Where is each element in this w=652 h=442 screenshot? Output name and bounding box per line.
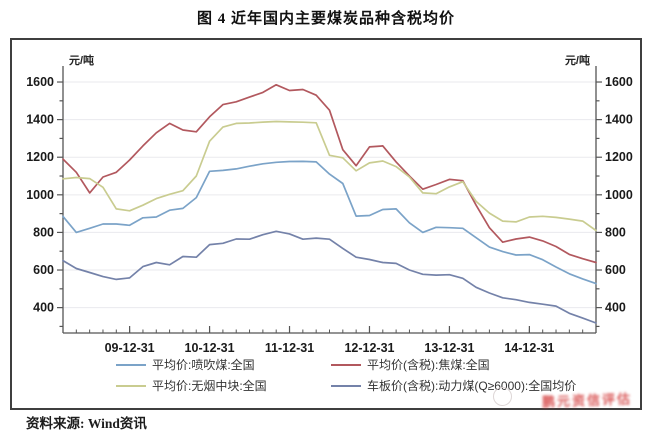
x-tick-label: 12-12-31 [344,341,394,355]
series-line [62,83,597,264]
chart-title: 图 4 近年国内主要煤炭品种含税均价 [196,11,455,27]
y-tick-label-left: 800 [33,225,54,239]
chart-box: 400 400 600 600 800 800 1000 1000 1200 1200 1400 14… [10,38,642,410]
legend-label: 平均价:无烟中块:全国 [152,378,267,393]
y-tick-label-left: 1400 [26,113,54,127]
series-line [62,160,597,285]
y-tick-label-right: 400 [605,301,626,315]
y-tick-label-left: 400 [33,301,54,315]
series-line [62,120,597,232]
price-line-chart: 400 400 600 600 800 800 1000 1000 1200 1200 1400 14… [26,53,633,393]
source-note: 资料来源: Wind资讯 [26,416,147,431]
x-tick-label: 14-12-31 [504,341,554,355]
y-unit-label-left: 元/吨 [69,53,94,67]
y-tick-label-right: 1200 [605,150,633,164]
y-tick-label-right: 600 [605,263,626,277]
legend-label: 车板价(含税):动力煤(Q≥6000):全国均价 [367,378,576,393]
legend-label: 平均价(含税):焦煤:全国 [367,357,490,372]
y-tick-label-right: 1000 [605,188,633,202]
y-tick-label-left: 1000 [26,188,54,202]
y-tick-label-left: 1600 [26,75,54,89]
x-tick-label: 09-12-31 [105,341,155,355]
x-tick-label: 13-12-31 [424,341,474,355]
red-watermark: 鹏元资信评估 [541,391,633,410]
y-unit-label-right: 元/吨 [565,53,590,67]
legend-label: 平均价:喷吹煤:全国 [152,357,255,372]
y-tick-label-left: 1200 [26,150,54,164]
x-tick-label: 10-12-31 [185,341,235,355]
y-tick-label-right: 1600 [605,75,633,89]
y-tick-label-left: 600 [33,263,54,277]
y-tick-label-right: 1400 [605,113,633,127]
watermark-stamp-circle [493,387,512,406]
series-line [62,230,597,324]
x-tick-label: 11-12-31 [265,341,314,355]
y-tick-label-right: 800 [605,225,626,239]
